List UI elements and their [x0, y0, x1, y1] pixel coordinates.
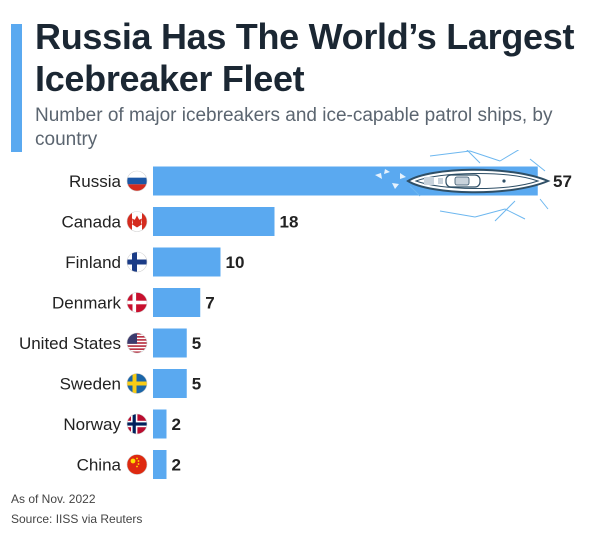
- category-label: Norway: [63, 415, 121, 434]
- value-label: 7: [205, 294, 214, 313]
- bar-row-sweden: Sweden 5: [60, 369, 201, 398]
- category-label: China: [77, 456, 122, 475]
- bar: [153, 409, 167, 439]
- bar-row-norway: Norway 2: [63, 409, 181, 439]
- category-label: Sweden: [60, 375, 121, 394]
- value-label: 2: [172, 415, 181, 434]
- flag-norway-icon: [126, 413, 148, 435]
- title-accent-bar: [11, 24, 22, 152]
- flag-united-states-icon: [126, 332, 148, 354]
- value-label: 10: [226, 253, 245, 272]
- flag-finland-icon: [126, 251, 148, 273]
- value-label: 2: [172, 456, 181, 475]
- bar: [153, 328, 187, 358]
- bar-row-canada: Canada 18: [61, 207, 298, 236]
- bar: [153, 207, 275, 236]
- page-subtitle: Number of major icebreakers and ice-capa…: [35, 105, 553, 150]
- bar: [153, 288, 201, 317]
- flag-sweden-icon: [126, 373, 148, 394]
- category-label: Russia: [69, 172, 122, 191]
- value-label: 57: [553, 172, 572, 191]
- flag-russia-icon: [126, 170, 148, 192]
- bar-row-china: China 2: [77, 450, 181, 479]
- bar: [153, 450, 167, 479]
- flag-denmark-icon: [126, 292, 148, 313]
- value-label: 18: [280, 213, 299, 232]
- bar: [153, 247, 221, 277]
- chart-footer: As of Nov. 2022 Source: IISS via Reuters: [11, 489, 142, 529]
- icebreaker-ship-icon: [375, 150, 551, 222]
- category-label: Finland: [65, 253, 121, 272]
- flag-china-icon: [126, 454, 148, 475]
- category-label: United States: [19, 334, 121, 353]
- page-title: Russia Has The World’s Largest Icebreake…: [35, 16, 575, 99]
- bar-row-finland: Finland 10: [65, 247, 245, 277]
- bar-row-denmark: Denmark 7: [52, 288, 215, 317]
- category-label: Denmark: [52, 294, 121, 313]
- bar-row-united-states: United States 5: [19, 328, 201, 358]
- source-note: Source: IISS via Reuters: [11, 512, 143, 526]
- flag-canada-icon: [126, 211, 148, 232]
- bar: [153, 369, 187, 398]
- category-label: Canada: [61, 213, 121, 232]
- value-label: 5: [192, 375, 201, 394]
- date-note: As of Nov. 2022: [11, 492, 96, 506]
- value-label: 5: [192, 334, 201, 353]
